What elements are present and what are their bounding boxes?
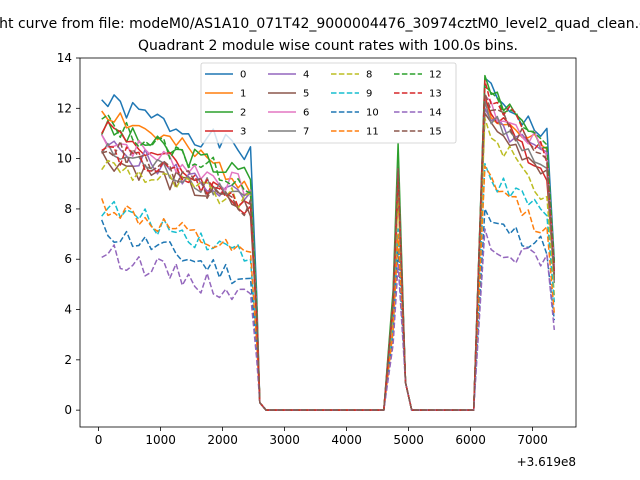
legend-label-14: 14 [429,108,442,119]
x-axis-ticks: 0 1000 2000 3000 4000 5000 6000 7000 [95,427,548,447]
y-tick-label: 2 [64,353,72,367]
legend-label-4: 4 [303,70,309,81]
legend-label-7: 7 [303,127,309,138]
x-tick-label: 2000 [207,433,238,447]
x-tick-label: 6000 [455,433,486,447]
series-line-15 [101,92,556,411]
x-tick-label: 5000 [393,433,424,447]
legend-label-0: 0 [240,70,246,81]
legend-label-9: 9 [366,89,372,100]
x-offset-label: +3.619e8 [517,455,576,469]
y-tick-label: 10 [57,152,72,166]
legend-label-11: 11 [366,127,379,138]
legend-label-1: 1 [240,89,246,100]
legend-label-6: 6 [303,108,309,119]
legend-frame [200,62,457,144]
y-tick-label: 8 [64,202,72,216]
y-tick-label: 6 [64,252,72,266]
x-tick-label: 3000 [269,433,300,447]
x-tick-label: 7000 [517,433,548,447]
legend-label-2: 2 [240,108,246,119]
x-tick-label: 4000 [331,433,362,447]
legend-label-8: 8 [366,70,372,81]
chart-title: Quadrant 2 module wise count rates with … [138,38,518,54]
legend-label-5: 5 [303,89,309,100]
y-axis-ticks: 0 2 4 6 8 10 12 14 [57,51,80,417]
y-tick-label: 0 [64,403,72,417]
figure-suptitle: Light curve from file: modeM0/AS1A10_071… [0,16,640,32]
y-tick-label: 12 [57,101,72,115]
y-tick-label: 14 [57,51,72,65]
series-layer [100,74,556,411]
x-tick-label: 1000 [145,433,176,447]
legend-label-10: 10 [366,108,379,119]
legend-label-15: 15 [429,127,442,138]
legend-label-12: 12 [429,70,442,81]
plot-frame [79,57,577,428]
legend-label-13: 13 [429,89,442,100]
y-tick-label: 4 [64,303,72,317]
x-tick-label: 0 [95,433,103,447]
legend-label-3: 3 [240,127,246,138]
